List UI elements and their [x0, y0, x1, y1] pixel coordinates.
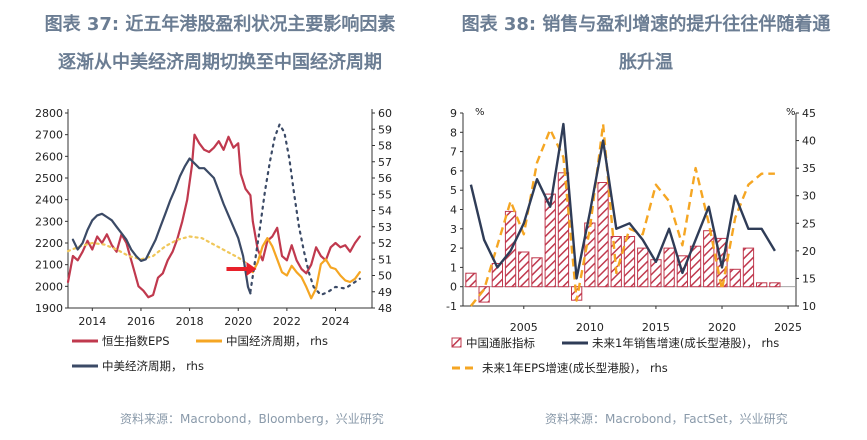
left-tick-label: 1 [450, 261, 457, 274]
inflation-bar [663, 247, 675, 288]
right-tick-label: 51 [378, 253, 392, 266]
right-tick-label: 48 [378, 302, 392, 315]
right-unit-label: % [786, 107, 796, 118]
left-tick-label: 2800 [35, 107, 63, 120]
china-cycle-line [251, 237, 361, 300]
legend-label: 中国通胀指标 [466, 336, 535, 350]
inflation-bar [650, 259, 662, 288]
left-tick-label: 6 [450, 165, 457, 178]
left-tick-label: 2600 [35, 150, 63, 163]
us-china-cycle-line [71, 157, 252, 295]
left-tick-label: 2300 [35, 215, 63, 228]
x-tick-label: 2014 [78, 315, 106, 328]
x-tick-label: 2015 [642, 321, 670, 334]
right-chart-title: 图表 38: 销售与盈利增速的提升往往伴随着通 胀升温 [440, 6, 852, 82]
legend-label: 未来1年EPS增速(成长型港股)， rhs [482, 361, 668, 375]
inflation-bar [544, 193, 556, 288]
right-source-note: 资料来源：Macrobond，FactSet，兴业研究 [545, 412, 788, 426]
left-title-line2: 逐渐从中美经济周期切换至中国经济周期 [58, 52, 382, 73]
x-tick-label: 2020 [224, 315, 252, 328]
inflation-bar [557, 172, 570, 288]
right-tick-label: 40 [802, 135, 816, 148]
inflation-bar [597, 182, 609, 288]
right-tick-label: 49 [378, 286, 392, 299]
legend-label: 恒生指数EPS [102, 334, 170, 348]
left-tick-label: 4 [450, 204, 457, 217]
left-tick-label: 0 [450, 281, 457, 294]
left-chart-title: 图表 37: 近五年港股盈利状况主要影响因素 逐渐从中美经济周期切换至中国经济周… [20, 6, 420, 82]
x-tick-label: 2018 [176, 315, 204, 328]
us-china-cycle-dotted-line [249, 123, 361, 297]
right-tick-label: 30 [802, 190, 816, 203]
left-tick-label: 2700 [35, 129, 63, 142]
inflation-bar [518, 251, 530, 288]
legend-swatch [451, 337, 462, 348]
left-tick-label: 5 [450, 184, 457, 197]
left-unit-label: % [475, 107, 485, 118]
x-tick-label: 2016 [127, 315, 155, 328]
right-tick-label: 10 [802, 300, 816, 313]
right-tick-label: 57 [378, 156, 392, 169]
right-tick-label: 25 [802, 217, 816, 230]
annotation-arrow-head [246, 262, 257, 276]
right-tick-label: 20 [802, 245, 816, 258]
left-tick-label: 2400 [35, 194, 63, 207]
inflation-bar [742, 247, 755, 288]
inflation-bar [623, 236, 636, 288]
x-tick-label: 2022 [273, 315, 301, 328]
left-tick-label: 3 [450, 223, 457, 236]
right-tick-label: 53 [378, 221, 392, 234]
sales-growth-line [469, 122, 776, 280]
left-chart: 1900 2000 2100 2200 2300 2400 2500 2600 2700 2800… [35, 107, 392, 373]
right-title-line1: 图表 38: 销售与盈利增速的提升往往伴随着通 [461, 14, 831, 35]
inflation-bar [465, 272, 477, 288]
left-tick-label: 2500 [35, 172, 63, 185]
right-tick-label: 55 [378, 188, 392, 201]
right-tick-label: 52 [378, 237, 392, 250]
left-tick-label: 1900 [35, 302, 63, 315]
x-tick-label: 2010 [576, 321, 604, 334]
inflation-bar [729, 268, 741, 288]
left-tick-label: 7 [450, 146, 457, 159]
inflation-bar [769, 282, 781, 288]
left-tick-label: 8 [450, 126, 457, 139]
right-tick-label: 45 [802, 107, 816, 120]
right-tick-label: 50 [378, 270, 392, 283]
inflation-bar [756, 282, 768, 288]
eps-growth-line [469, 122, 775, 307]
right-tick-label: 15 [802, 272, 816, 285]
legend-label: 中美经济周期， rhs [102, 359, 204, 373]
left-source-note: 资料来源：Macrobond，Bloomberg，兴业研究 [120, 412, 384, 426]
right-tick-label: 58 [378, 140, 392, 153]
right-tick-label: 56 [378, 172, 392, 185]
china-cycle-dotted-line [66, 235, 254, 272]
left-tick-label: 9 [450, 107, 457, 120]
x-tick-label: 2024 [322, 315, 350, 328]
inflation-bar [689, 245, 702, 288]
legend-label: 未来1年销售增速(成长型港股)， rhs [592, 336, 779, 350]
left-tick-label: 2100 [35, 259, 63, 272]
right-tick-label: 35 [802, 162, 816, 175]
inflation-bar [703, 230, 715, 288]
left-tick-label: 2200 [35, 237, 63, 250]
legend-label: 中国经济周期， rhs [226, 334, 328, 348]
x-tick-label: 2020 [708, 321, 736, 334]
left-tick-label: 2000 [35, 280, 63, 293]
hsi-eps-line [66, 133, 361, 299]
x-tick-label: 2005 [510, 321, 538, 334]
right-title-line2: 胀升温 [619, 52, 673, 73]
right-tick-label: 60 [378, 107, 392, 120]
inflation-bar [531, 257, 543, 288]
left-tick-label: 2 [450, 242, 457, 255]
x-tick-label: 2025 [774, 321, 802, 334]
right-tick-label: 54 [378, 205, 392, 218]
inflation-bar [637, 247, 649, 288]
inflation-bar [491, 263, 504, 288]
left-title-line1: 图表 37: 近五年港股盈利状况主要影响因素 [44, 14, 396, 35]
right-tick-label: 59 [378, 123, 392, 136]
left-tick-label: -1 [446, 300, 457, 313]
